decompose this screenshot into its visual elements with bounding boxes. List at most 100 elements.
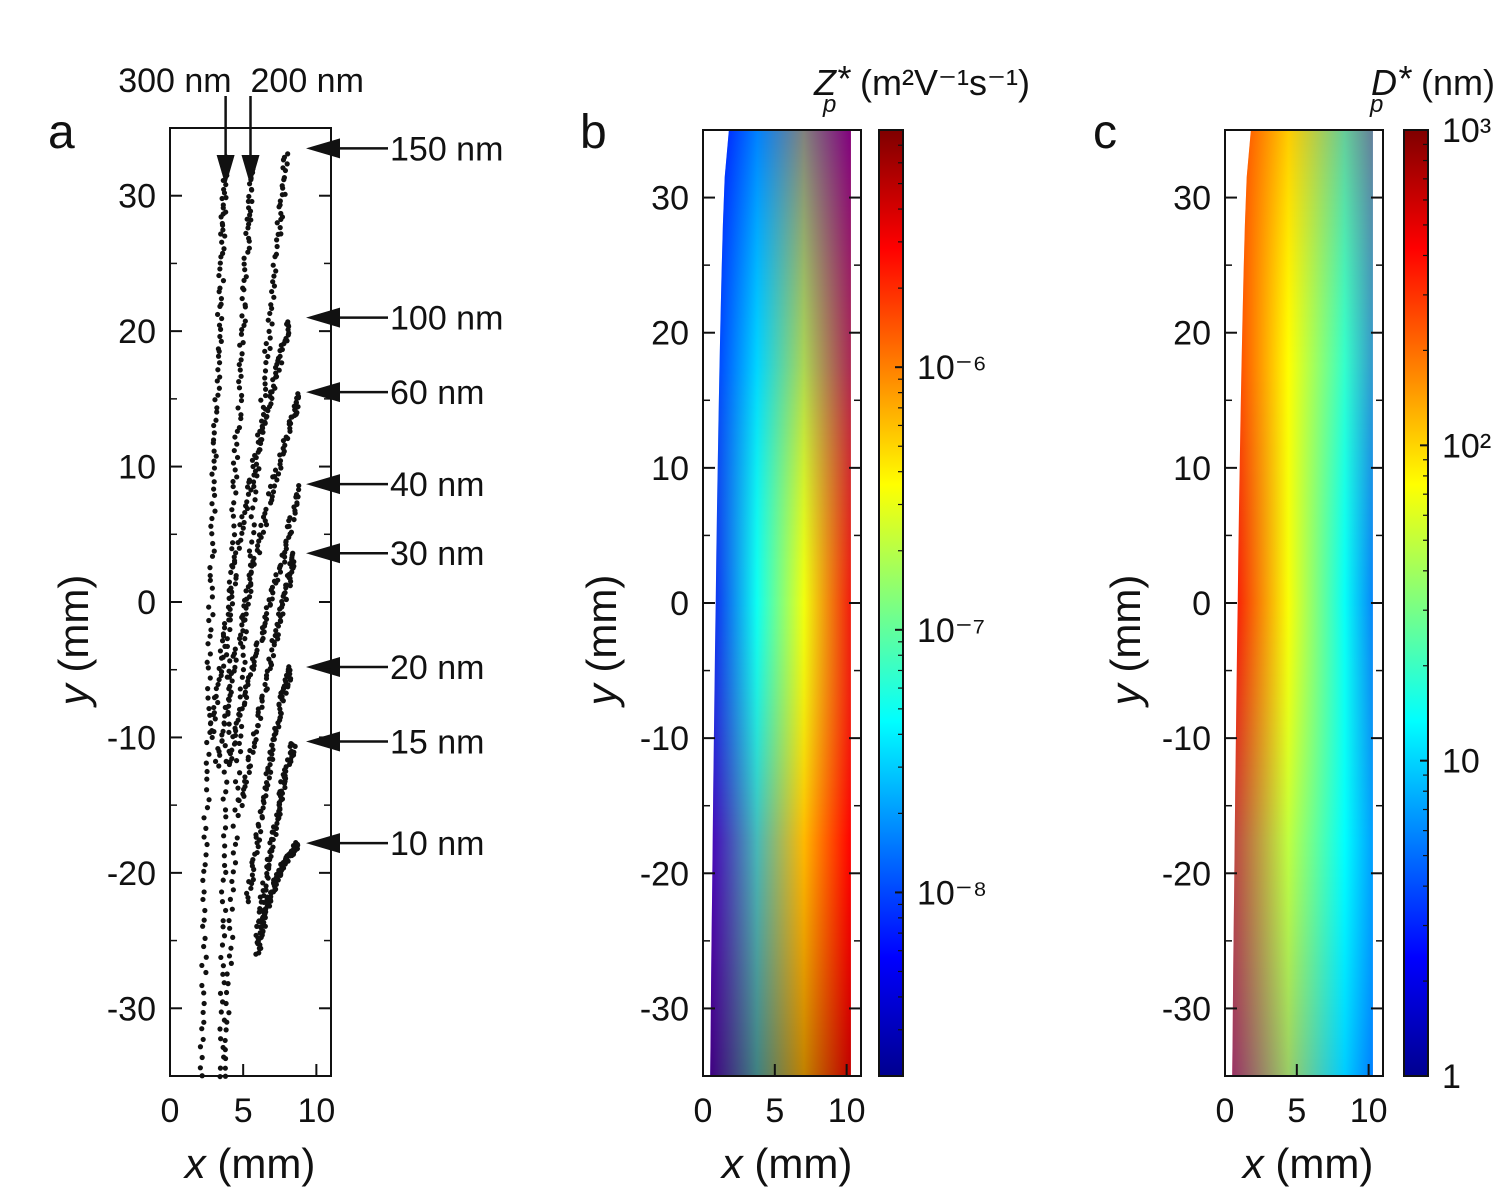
data-point (232, 732, 239, 739)
panel-a-points (197, 151, 302, 1080)
data-point (243, 503, 249, 509)
data-point (233, 490, 239, 496)
data-point (236, 797, 242, 804)
ytick-label: -20 (640, 855, 689, 893)
data-point (214, 405, 220, 411)
data-point (225, 981, 231, 987)
data-point (257, 906, 263, 912)
data-point (262, 406, 269, 412)
data-point (240, 612, 246, 618)
data-point (262, 348, 268, 354)
data-point (267, 756, 273, 762)
data-point (280, 611, 286, 617)
data-point (200, 1036, 206, 1043)
annotation-arrowhead (306, 382, 340, 403)
data-point (230, 887, 236, 893)
data-point (227, 626, 233, 633)
annotation-arrowhead (306, 731, 340, 752)
data-point (219, 738, 225, 744)
data-point (276, 724, 282, 730)
panel-a: a 300 nm 200 nm 150 nm 100 nm 60 nm 40 nm 30 n… (48, 62, 503, 1187)
data-point (238, 357, 244, 363)
data-point (269, 493, 275, 500)
data-point (248, 582, 254, 588)
data-point (258, 829, 264, 835)
data-point (259, 425, 266, 431)
data-point (270, 489, 277, 495)
data-point (243, 588, 249, 594)
data-point (233, 657, 239, 663)
data-point (210, 612, 216, 618)
data-point (229, 507, 235, 513)
data-point (231, 554, 237, 560)
xtick-label: 5 (1287, 1092, 1306, 1130)
data-point (206, 705, 212, 712)
data-point (240, 791, 246, 797)
data-point (217, 266, 223, 272)
data-point (283, 764, 289, 770)
data-point (230, 869, 236, 875)
data-point (207, 565, 213, 571)
data-point (247, 212, 253, 218)
panel-c-colorbar-ticks: 10³ 10² 10 1 (1420, 112, 1491, 1096)
data-point (199, 1054, 205, 1061)
data-point (222, 1037, 228, 1044)
data-point (207, 577, 213, 583)
xtick-label: 10 (297, 1092, 335, 1130)
panel-c-letter: c (1093, 106, 1117, 159)
data-point (212, 397, 218, 403)
panel-c-xlabel: x (mm) (1241, 1140, 1374, 1187)
data-point (285, 319, 291, 325)
data-point (225, 709, 231, 715)
data-point (244, 499, 250, 505)
annotation-arrowhead (306, 657, 340, 678)
data-point (263, 793, 269, 799)
data-point (248, 569, 254, 575)
data-point (247, 672, 254, 678)
data-point (267, 761, 273, 768)
data-point (285, 151, 291, 157)
data-point (274, 243, 280, 250)
data-point (245, 249, 251, 255)
data-point (237, 367, 243, 373)
data-point (201, 1000, 207, 1007)
data-point (289, 557, 295, 563)
data-point (278, 779, 284, 785)
data-point (200, 877, 206, 883)
data-point (215, 699, 221, 706)
data-point (239, 392, 245, 399)
data-point (211, 465, 218, 471)
data-point (269, 647, 275, 653)
data-point (199, 1026, 205, 1032)
data-point (232, 779, 239, 785)
data-point (277, 618, 284, 624)
data-point (261, 629, 267, 635)
data-point (254, 543, 261, 549)
data-point (246, 548, 253, 554)
data-point (270, 844, 276, 850)
data-point (219, 220, 225, 227)
data-point (232, 740, 238, 746)
data-point (230, 483, 236, 490)
panel-b-colorbar (878, 129, 904, 1077)
data-point (226, 729, 232, 735)
data-point (260, 529, 267, 535)
data-point (240, 652, 246, 658)
data-point (267, 310, 273, 317)
data-point (210, 540, 216, 547)
data-point (259, 814, 265, 820)
data-point (222, 743, 228, 749)
data-point (207, 633, 213, 639)
data-point (222, 1065, 228, 1071)
data-point (217, 333, 223, 340)
data-point (242, 267, 248, 273)
data-point (270, 653, 277, 659)
data-point (239, 313, 245, 319)
data-point (260, 929, 266, 935)
data-point (267, 345, 273, 352)
data-point (248, 186, 255, 193)
data-point (293, 399, 299, 405)
data-point (276, 701, 282, 707)
data-point (232, 807, 238, 813)
data-point (241, 255, 247, 261)
